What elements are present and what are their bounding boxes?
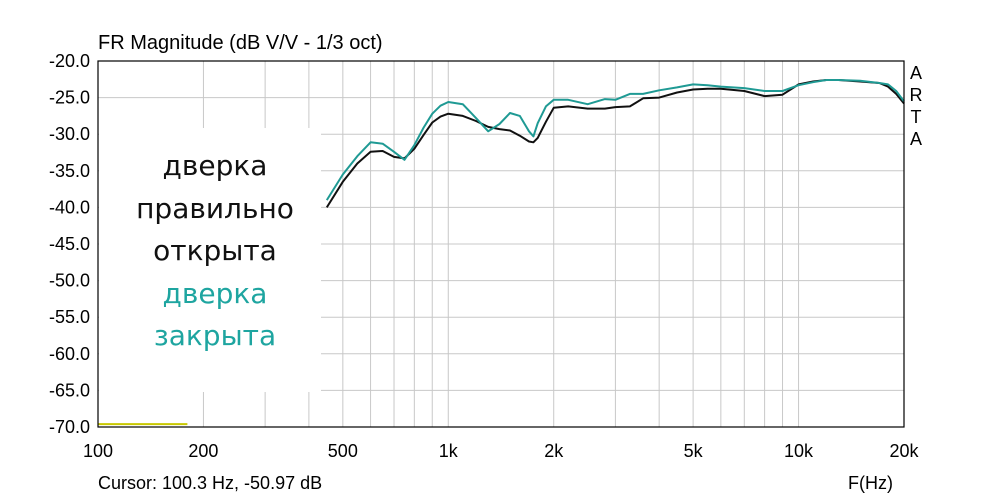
annotation-line: дверка <box>163 277 268 310</box>
vendor-letter: A <box>910 63 922 83</box>
x-tick-label: 10k <box>784 441 814 461</box>
y-tick-label: -50.0 <box>49 271 90 291</box>
y-tick-label: -65.0 <box>49 380 90 400</box>
x-tick-label: 5k <box>684 441 704 461</box>
y-tick-label: -60.0 <box>49 344 90 364</box>
x-axis-label: F(Hz) <box>848 473 893 493</box>
y-tick-label: -55.0 <box>49 307 90 327</box>
y-tick-label: -20.0 <box>49 51 90 71</box>
annotation-line: открыта <box>153 234 277 267</box>
x-tick-label: 1k <box>439 441 459 461</box>
vendor-letter: A <box>910 129 922 149</box>
annotation-line: правильно <box>136 192 294 225</box>
plot-frame <box>97 60 905 428</box>
annotation: дверка правильно открыта дверка закрыта <box>136 149 294 352</box>
x-tick-label: 100 <box>83 441 113 461</box>
cursor-readout: Cursor: 100.3 Hz, -50.97 dB <box>98 473 322 493</box>
annotation-box <box>99 128 321 392</box>
x-tick-label: 200 <box>188 441 218 461</box>
annotation-line: закрыта <box>154 319 276 352</box>
vendor-letter: T <box>911 107 922 127</box>
x-tick-label: 500 <box>328 441 358 461</box>
y-tick-label: -25.0 <box>49 88 90 108</box>
x-tick-label: 20k <box>889 441 919 461</box>
y-tick-label: -40.0 <box>49 197 90 217</box>
series-line-2 <box>325 79 905 201</box>
x-tick-labels: 100 200 500 1k 2k 5k 10k 20k <box>83 441 920 461</box>
series-group <box>98 79 905 426</box>
y-tick-labels: -20.0 -25.0 -30.0 -35.0 -40.0 -45.0 -50.0 -55.0… <box>49 51 90 437</box>
y-tick-label: -45.0 <box>49 234 90 254</box>
y-tick-label: -70.0 <box>49 417 90 437</box>
y-tick-label: -30.0 <box>49 124 90 144</box>
vendor-letter: R <box>910 85 923 105</box>
x-tick-label: 2k <box>544 441 564 461</box>
annotation-line: дверка <box>163 149 268 182</box>
chart-title: FR Magnitude (dB V/V - 1/3 oct) <box>98 32 383 54</box>
y-tick-label: -35.0 <box>49 161 90 181</box>
